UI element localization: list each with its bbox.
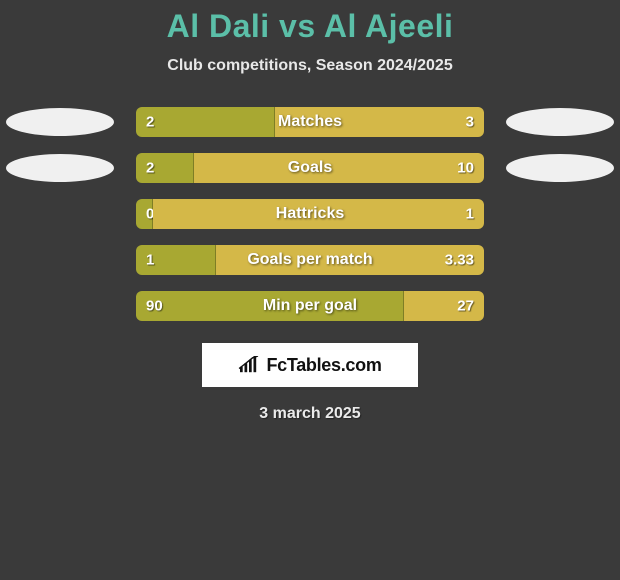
- bar-segment-left: 0: [136, 199, 153, 229]
- player-badge-right: [506, 108, 614, 136]
- bar-zone: 210Goals: [136, 153, 484, 183]
- logo-box[interactable]: FcTables.com: [202, 343, 418, 387]
- left-value: 2: [146, 114, 154, 131]
- subtitle: Club competitions, Season 2024/2025: [0, 57, 620, 75]
- bar-track: 13.33: [136, 245, 484, 275]
- bar-track: 23: [136, 107, 484, 137]
- bar-zone: 9027Min per goal: [136, 291, 484, 321]
- bar-segment-left: 2: [136, 153, 194, 183]
- compare-row: 13.33Goals per match: [0, 237, 620, 283]
- compare-row: 23Matches: [0, 99, 620, 145]
- bar-segment-right: 27: [404, 291, 484, 321]
- bar-segment-right: 1: [153, 199, 484, 229]
- bar-segment-left: 90: [136, 291, 404, 321]
- right-value: 10: [457, 160, 474, 177]
- logo-text: FcTables.com: [266, 355, 381, 376]
- comparison-chart: 23Matches210Goals01Hattricks13.33Goals p…: [0, 99, 620, 329]
- right-value: 3: [466, 114, 474, 131]
- compare-row: 210Goals: [0, 145, 620, 191]
- right-value: 1: [466, 206, 474, 223]
- bar-chart-icon: [238, 356, 260, 374]
- bar-segment-right: 10: [194, 153, 484, 183]
- player-badge-left: [6, 154, 114, 182]
- bar-segment-left: 1: [136, 245, 216, 275]
- compare-row: 9027Min per goal: [0, 283, 620, 329]
- compare-row: 01Hattricks: [0, 191, 620, 237]
- bar-track: 01: [136, 199, 484, 229]
- bar-zone: 01Hattricks: [136, 199, 484, 229]
- right-value: 27: [457, 298, 474, 315]
- bar-zone: 13.33Goals per match: [136, 245, 484, 275]
- bar-track: 2 10: [136, 153, 484, 183]
- player-badge-right: [506, 154, 614, 182]
- bar-segment-left: 2: [136, 107, 275, 137]
- bar-segment-right: 3.33: [216, 245, 484, 275]
- bar-track: 90 27: [136, 291, 484, 321]
- bar-zone: 23Matches: [136, 107, 484, 137]
- player-badge-left: [6, 108, 114, 136]
- bar-segment-right: 3: [275, 107, 484, 137]
- page-title: Al Dali vs Al Ajeeli: [0, 8, 620, 45]
- right-value: 3.33: [445, 252, 474, 269]
- date-label: 3 march 2025: [0, 405, 620, 423]
- left-value: 1: [146, 252, 154, 269]
- left-value: 90: [146, 298, 163, 315]
- comparison-card: Al Dali vs Al Ajeeli Club competitions, …: [0, 0, 620, 423]
- left-value: 2: [146, 160, 154, 177]
